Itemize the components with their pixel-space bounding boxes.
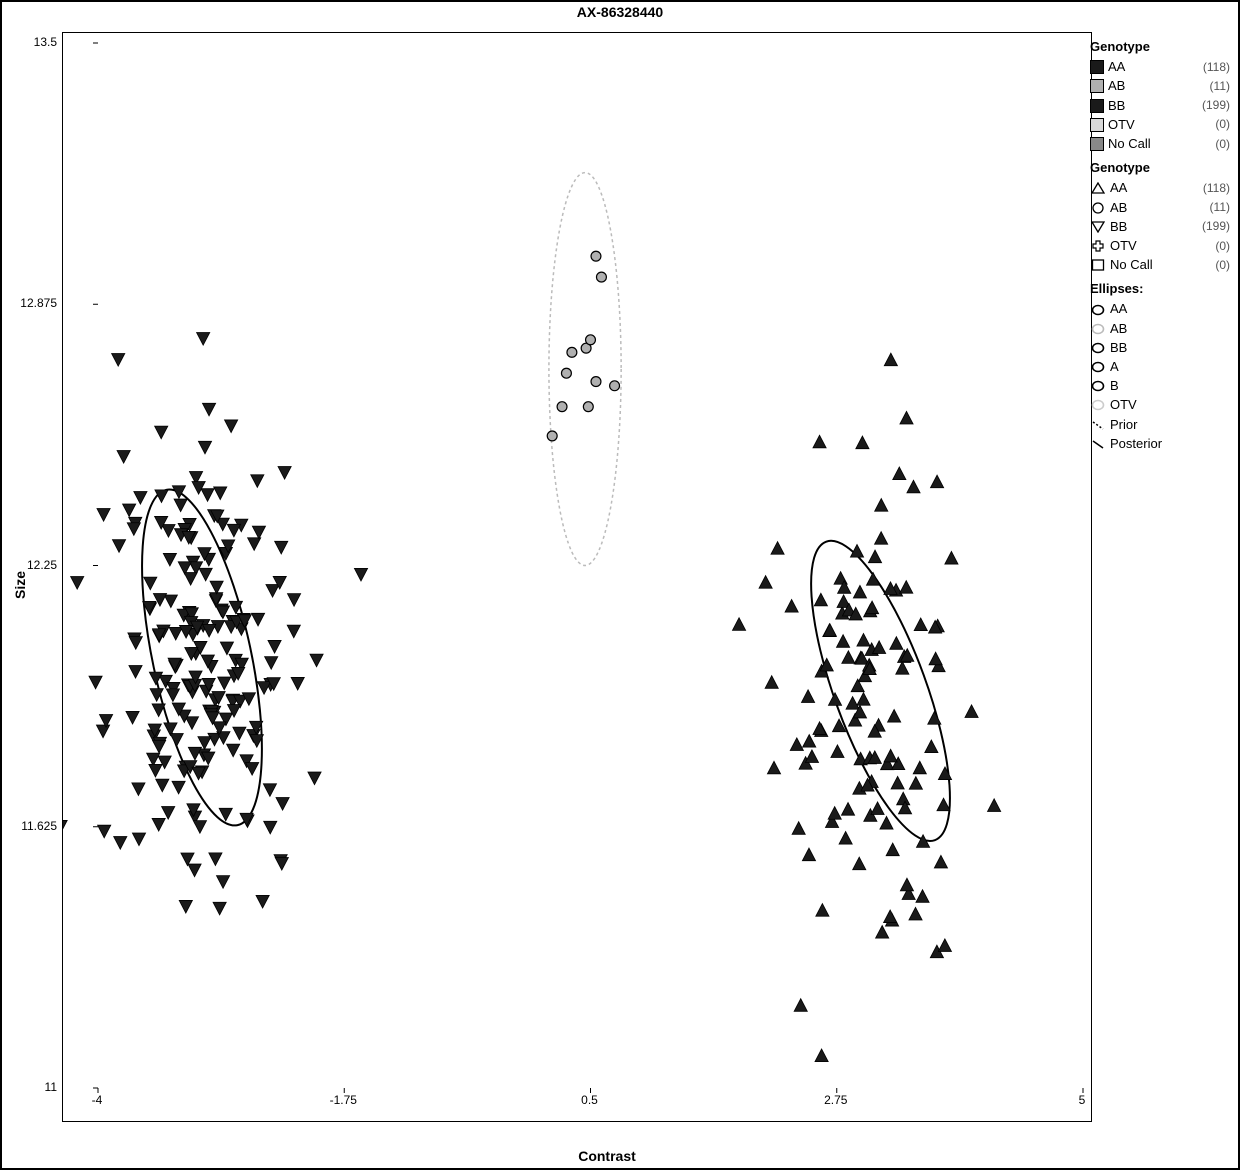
- legend-label: BB: [1110, 218, 1198, 236]
- legend-count: (199): [1202, 97, 1230, 114]
- legend-ellipse-icon: [1090, 360, 1106, 374]
- legend-label: AA: [1108, 58, 1199, 76]
- legend-section-title: Genotype: [1090, 159, 1230, 177]
- legend-count: (0): [1215, 136, 1230, 153]
- legend-item: AB(11): [1090, 77, 1230, 95]
- legend-item: BB(199): [1090, 97, 1230, 115]
- legend-ellipse-icon: [1090, 398, 1106, 412]
- x-tick-label: 5: [1079, 1093, 1086, 1107]
- legend-item: OTV: [1090, 396, 1230, 414]
- chart-title: AX-86328440: [2, 4, 1238, 20]
- legend-label: No Call: [1108, 135, 1211, 153]
- legend-label: OTV: [1110, 237, 1211, 255]
- legend-count: (0): [1215, 238, 1230, 255]
- x-tick-label: 2.75: [824, 1093, 847, 1107]
- chart-legend: GenotypeAA(118)AB(11)BB(199)OTV(0)No Cal…: [1090, 32, 1230, 454]
- legend-ellipse-icon: [1090, 379, 1106, 393]
- legend-count: (118): [1203, 180, 1230, 197]
- legend-item: OTV (0): [1090, 116, 1230, 134]
- legend-label: AB: [1108, 77, 1206, 95]
- legend-label: OTV: [1108, 116, 1211, 134]
- legend-count: (118): [1203, 59, 1230, 76]
- legend-count: (11): [1210, 78, 1230, 95]
- legend-item: AB(11): [1090, 199, 1230, 217]
- legend-item: BB: [1090, 339, 1230, 357]
- legend-shape-icon: [1090, 201, 1106, 215]
- x-tick-label: -1.75: [330, 1093, 357, 1107]
- x-tick-label: -4: [92, 1093, 103, 1107]
- legend-swatch-icon: [1090, 79, 1104, 93]
- legend-count: (11): [1210, 199, 1230, 216]
- y-tick-label: 11: [17, 1080, 57, 1094]
- legend-item: OTV (0): [1090, 237, 1230, 255]
- legend-item: AA(118): [1090, 179, 1230, 197]
- legend-ellipse-icon: [1090, 341, 1106, 355]
- legend-swatch-icon: [1090, 137, 1104, 151]
- legend-label: A: [1110, 358, 1230, 376]
- legend-count: (0): [1215, 257, 1230, 274]
- legend-shape-icon: [1090, 181, 1106, 195]
- legend-item: No Call (0): [1090, 135, 1230, 153]
- legend-label: Prior: [1110, 416, 1230, 434]
- legend-label: B: [1110, 377, 1230, 395]
- legend-label: AB: [1110, 320, 1230, 338]
- y-axis-label: Size: [12, 571, 28, 599]
- legend-item: BB(199): [1090, 218, 1230, 236]
- y-tick-label: 13.5: [17, 35, 57, 49]
- legend-label: AB: [1110, 199, 1206, 217]
- legend-swatch-icon: [1090, 99, 1104, 113]
- legend-count: (199): [1202, 218, 1230, 235]
- legend-count: (0): [1215, 116, 1230, 133]
- legend-shape-icon: [1090, 258, 1106, 272]
- chart-container: AX-86328440 Size -4 -1.75 0.5 2.75 5 11 11.62…: [0, 0, 1240, 1170]
- legend-item: Posterior: [1090, 435, 1230, 453]
- x-tick-label: 0.5: [581, 1093, 598, 1107]
- legend-label: No Call: [1110, 256, 1211, 274]
- legend-item: B: [1090, 377, 1230, 395]
- legend-item: AA: [1090, 300, 1230, 318]
- legend-label: AA: [1110, 179, 1199, 197]
- x-axis-label: Contrast: [62, 1148, 1152, 1164]
- legend-swatch-icon: [1090, 60, 1104, 74]
- legend-item: AA(118): [1090, 58, 1230, 76]
- legend-ellipse-icon: [1090, 303, 1106, 317]
- scatter-plot-svg: [63, 33, 1093, 1123]
- legend-label: BB: [1110, 339, 1230, 357]
- legend-item: Prior: [1090, 416, 1230, 434]
- legend-section-title: Ellipses:: [1090, 280, 1230, 298]
- legend-swatch-icon: [1090, 118, 1104, 132]
- legend-label: AA: [1110, 300, 1230, 318]
- legend-shape-icon: [1090, 220, 1106, 234]
- y-tick-label: 12.875: [17, 296, 57, 310]
- legend-label: Posterior: [1110, 435, 1230, 453]
- legend-label: OTV: [1110, 396, 1230, 414]
- y-tick-label: 11.625: [17, 819, 57, 833]
- legend-item: No Call (0): [1090, 256, 1230, 274]
- legend-item: A: [1090, 358, 1230, 376]
- legend-shape-icon: [1090, 239, 1106, 253]
- legend-label: BB: [1108, 97, 1198, 115]
- legend-section-title: Genotype: [1090, 38, 1230, 56]
- legend-ellipse-icon: [1090, 322, 1106, 336]
- y-tick-label: 12.25: [17, 558, 57, 572]
- plot-area: [62, 32, 1092, 1122]
- legend-line-icon: [1090, 437, 1106, 451]
- legend-item: AB: [1090, 320, 1230, 338]
- legend-line-icon: [1090, 418, 1106, 432]
